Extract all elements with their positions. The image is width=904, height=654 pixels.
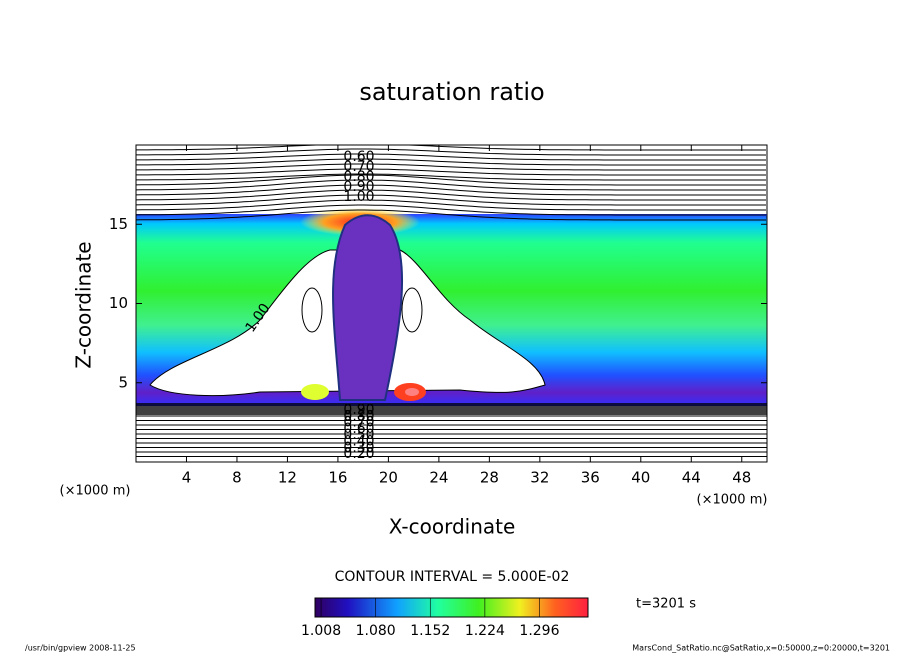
colorbar-label: 1.008 — [301, 623, 341, 639]
x-tick-label: 48 — [732, 469, 751, 487]
contour-line — [136, 173, 766, 181]
contour-line — [136, 199, 766, 211]
contour-label: 0.80 — [343, 408, 374, 424]
y-unit: (×1000 m) — [60, 484, 131, 499]
x-tick-label: 36 — [581, 469, 600, 487]
contour-label: 1.00 — [343, 189, 374, 205]
chart-title: saturation ratio — [359, 78, 544, 106]
contour-line — [136, 148, 766, 156]
x-tick-label: 44 — [682, 469, 701, 487]
x-tick-label: 40 — [631, 469, 650, 487]
contour-line — [136, 145, 766, 151]
colorbar-label: 1.080 — [356, 623, 396, 639]
contour-line — [136, 179, 766, 191]
contour-line — [136, 184, 766, 196]
contour-line — [136, 194, 766, 206]
colorbar-label: 1.152 — [410, 623, 450, 639]
x-tick-label: 32 — [530, 469, 549, 487]
x-tick-label: 28 — [480, 469, 499, 487]
contour-line — [136, 189, 766, 201]
contour-interval: CONTOUR INTERVAL = 5.000E-02 — [335, 569, 570, 585]
y-tick-label: 5 — [118, 373, 128, 391]
x-tick-label: 4 — [182, 469, 192, 487]
contour-label: 0.50 — [343, 427, 374, 443]
contour-line — [136, 158, 766, 166]
contour-line — [136, 163, 766, 171]
footer-right: MarsCond_SatRatio.nc@SatRatio,x=0:50000,… — [632, 644, 890, 653]
contour-label: 0.40 — [343, 434, 374, 450]
time-label: t=3201 s — [636, 597, 696, 612]
colorbar — [314, 597, 589, 618]
x-tick-label: 16 — [328, 469, 347, 487]
contour-line — [136, 209, 766, 221]
contour-line — [136, 153, 766, 161]
contour-label: 0.80 — [343, 169, 374, 185]
x-axis-label: X-coordinate — [389, 515, 516, 539]
y-axis-label: Z-coordinate — [72, 241, 96, 368]
contour-label: 0.70 — [343, 159, 374, 175]
contour-label: 0.70 — [343, 415, 374, 431]
y-tick-label: 10 — [109, 294, 128, 312]
x-tick-label: 20 — [379, 469, 398, 487]
contour-line — [136, 204, 766, 216]
contour-line — [136, 168, 766, 176]
footer-left: /usr/bin/gpview 2008-11-25 — [25, 644, 136, 653]
field — [136, 145, 767, 457]
contour-line — [136, 174, 766, 186]
x-unit: (×1000 m) — [697, 493, 768, 508]
colorbar-label: 1.224 — [465, 623, 505, 639]
x-tick-label: 12 — [278, 469, 297, 487]
colorbar-label: 1.296 — [519, 623, 559, 639]
contour-label: 0.20 — [343, 446, 374, 462]
contour-label: 0.60 — [343, 421, 374, 437]
contour-label: 0.90 — [343, 402, 374, 418]
contour-label: 0.90 — [343, 179, 374, 195]
x-tick-label: 8 — [232, 469, 242, 487]
contour-label: 0.30 — [343, 440, 374, 456]
contour-label: 0.60 — [343, 149, 374, 165]
y-tick-label: 15 — [109, 215, 128, 233]
x-tick-label: 24 — [429, 469, 448, 487]
